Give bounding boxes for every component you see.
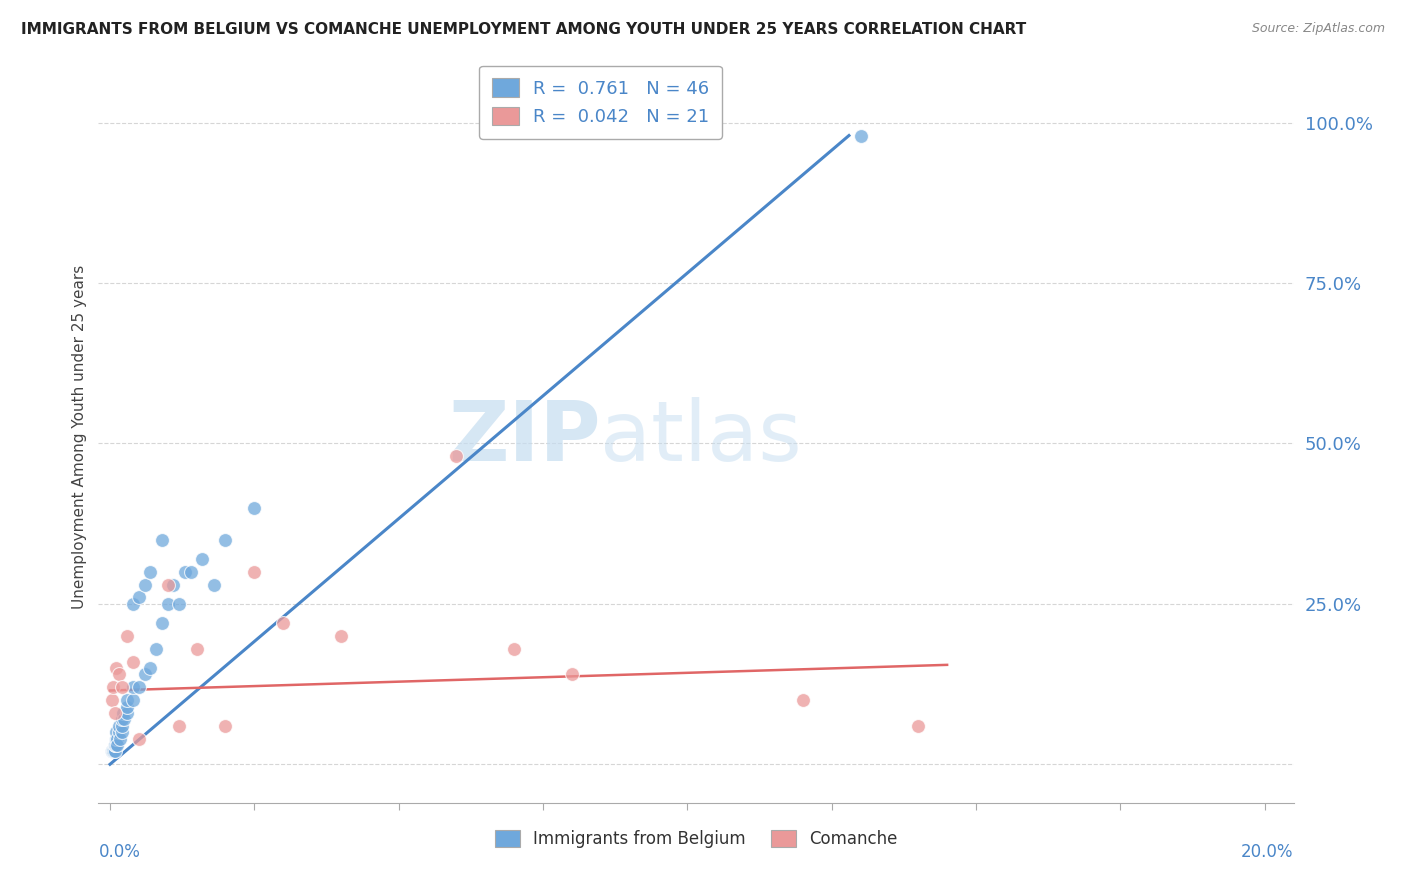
Point (191, 552, 214, 566)
Point (107, 738, 129, 752)
Point (104, 731, 127, 746)
Point (104, 738, 127, 752)
Point (103, 738, 125, 752)
Point (145, 641, 167, 656)
Point (110, 712, 132, 726)
Point (561, 667, 583, 681)
Point (150, 533, 173, 547)
Point (243, 565, 266, 579)
Point (792, 693, 814, 707)
Text: 20.0%: 20.0% (1241, 843, 1294, 861)
Point (271, 616, 294, 631)
Point (101, 693, 124, 707)
Point (101, 744, 124, 758)
Point (110, 725, 132, 739)
Point (104, 738, 127, 752)
Point (907, 719, 929, 733)
Text: Source: ZipAtlas.com: Source: ZipAtlas.com (1251, 22, 1385, 36)
Point (180, 565, 202, 579)
Point (117, 629, 139, 643)
Point (101, 744, 124, 758)
Point (107, 719, 129, 733)
Point (329, 629, 352, 643)
Point (156, 577, 179, 591)
Point (117, 706, 139, 720)
Point (103, 706, 125, 720)
Point (103, 744, 125, 758)
Point (107, 725, 129, 739)
Point (134, 577, 156, 591)
Point (104, 661, 127, 675)
Point (174, 565, 197, 579)
Point (503, 641, 526, 656)
Point (214, 719, 236, 733)
Point (111, 706, 134, 720)
Point (110, 731, 132, 746)
Point (134, 667, 156, 681)
Point (110, 719, 132, 733)
Point (122, 655, 145, 669)
Point (446, 450, 468, 464)
Text: IMMIGRANTS FROM BELGIUM VS COMANCHE UNEMPLOYMENT AMONG YOUTH UNDER 25 YEARS CORR: IMMIGRANTS FROM BELGIUM VS COMANCHE UNEM… (21, 22, 1026, 37)
Point (150, 616, 173, 631)
Point (214, 533, 236, 547)
Point (167, 597, 190, 611)
Text: atlas: atlas (600, 397, 801, 477)
Point (139, 565, 162, 579)
Point (122, 597, 145, 611)
Point (243, 500, 266, 515)
Point (128, 591, 150, 605)
Point (112, 712, 135, 726)
Point (128, 731, 150, 746)
Point (139, 661, 162, 675)
Point (122, 681, 145, 695)
Point (122, 693, 145, 707)
Point (186, 641, 208, 656)
Y-axis label: Unemployment Among Youth under 25 years: Unemployment Among Youth under 25 years (72, 265, 87, 609)
Point (103, 744, 125, 758)
Point (107, 667, 129, 681)
Point (100, 744, 122, 758)
Point (103, 744, 125, 758)
Legend: Immigrants from Belgium, Comanche: Immigrants from Belgium, Comanche (486, 822, 905, 856)
Point (167, 719, 190, 733)
Point (202, 577, 225, 591)
Point (162, 577, 184, 591)
Text: ZIP: ZIP (449, 397, 600, 477)
Point (117, 699, 139, 714)
Point (103, 681, 125, 695)
Point (110, 681, 132, 695)
Point (156, 597, 179, 611)
Point (105, 731, 128, 746)
Point (104, 725, 127, 739)
Point (128, 681, 150, 695)
Text: 0.0%: 0.0% (98, 843, 141, 861)
Point (117, 693, 139, 707)
Point (849, 128, 872, 143)
